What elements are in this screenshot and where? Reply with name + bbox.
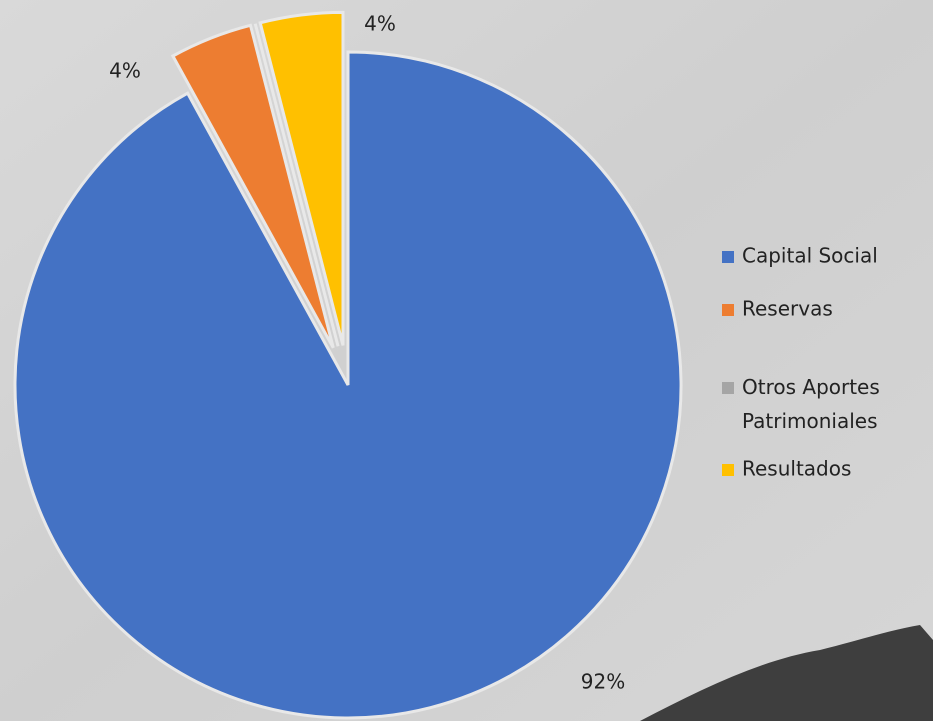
pie-slice <box>258 10 345 346</box>
legend-swatch <box>722 251 734 263</box>
decoration <box>640 625 933 721</box>
pie-slice <box>253 23 340 347</box>
legend-label: Resultados <box>742 457 851 481</box>
data-label: 92% <box>581 670 625 694</box>
pie: 92% 4% 4% <box>13 10 683 720</box>
legend-swatch <box>722 464 734 476</box>
legend-swatch <box>722 304 734 316</box>
data-label: 4% <box>364 12 396 36</box>
pie-slice <box>170 23 335 349</box>
legend-swatch <box>722 382 734 394</box>
data-label: 4% <box>109 59 141 83</box>
legend-label: Otros Aportes Patrimoniales <box>742 375 880 433</box>
legend-label: Reservas <box>742 297 833 321</box>
legend-label: Capital Social <box>742 244 878 268</box>
pie-slice <box>13 50 683 720</box>
legend: Capital Social Reservas Otros Aportes Patri… <box>722 244 880 481</box>
